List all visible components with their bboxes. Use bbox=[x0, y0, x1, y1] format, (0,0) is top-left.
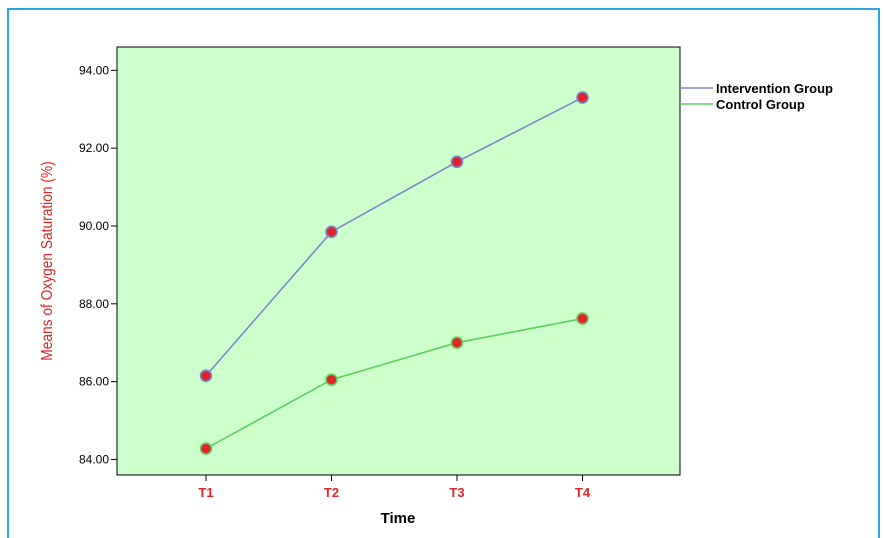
plot-area bbox=[116, 46, 681, 476]
x-tick-label: T4 bbox=[575, 485, 591, 500]
y-tick-label: 86.00 bbox=[79, 375, 109, 389]
data-point bbox=[576, 312, 589, 325]
series-line bbox=[205, 317, 583, 450]
x-axis: T1 T2 T3 T4 bbox=[198, 475, 591, 500]
y-axis-title: Means of Oxygen Saturation (%) bbox=[38, 161, 56, 360]
data-point bbox=[199, 442, 213, 455]
data-point bbox=[325, 225, 338, 239]
y-tick-label: 88.00 bbox=[79, 297, 109, 311]
figure-frame bbox=[7, 8, 880, 538]
y-tick-label: 92.00 bbox=[79, 141, 109, 155]
legend-label: Control Group bbox=[716, 97, 805, 112]
legend-label: Intervention Group bbox=[716, 81, 833, 96]
data-point bbox=[450, 336, 464, 350]
series-line bbox=[205, 96, 583, 377]
y-tick-label: 84.00 bbox=[79, 452, 109, 466]
series-layer bbox=[199, 91, 589, 455]
y-tick-label: 94.00 bbox=[79, 63, 109, 77]
y-tick-label: 90.00 bbox=[79, 219, 109, 233]
x-tick-label: T3 bbox=[449, 485, 464, 500]
x-axis-title: Time bbox=[381, 510, 416, 527]
x-tick-label: T1 bbox=[198, 485, 213, 500]
data-point bbox=[576, 91, 589, 104]
y-axis: 84.00 86.00 88.00 90.00 92.00 94.00 bbox=[79, 63, 117, 466]
data-point bbox=[199, 369, 213, 383]
data-point bbox=[450, 155, 464, 169]
data-point bbox=[325, 373, 338, 386]
x-tick-label: T2 bbox=[324, 485, 339, 500]
